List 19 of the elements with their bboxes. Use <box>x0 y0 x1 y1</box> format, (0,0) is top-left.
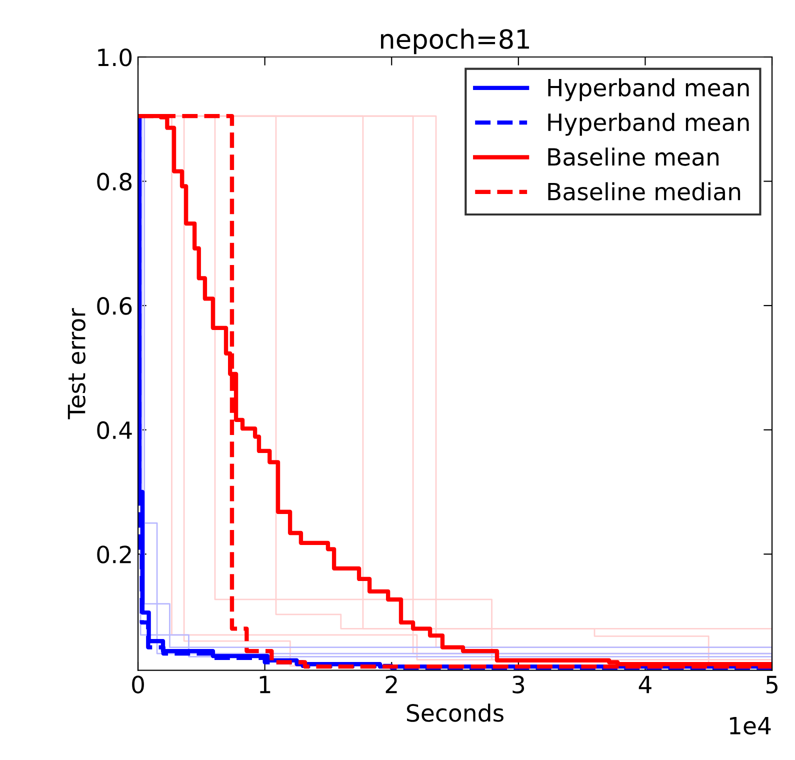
x-tick-label: 3 <box>512 676 524 694</box>
text: 1e4 <box>730 717 771 735</box>
y-tick-label: 0.2 <box>97 546 131 564</box>
x-tick-label: 5 <box>766 676 778 694</box>
legend-label: Baseline mean <box>548 148 719 166</box>
y-tick-label: 0.6 <box>97 297 132 315</box>
x-tick-label: 4 <box>638 676 652 694</box>
x-tick-label: 1 <box>260 676 270 694</box>
x-axis-title: Seconds <box>406 704 504 722</box>
chart-title: nepoch=81 <box>381 28 529 54</box>
y-axis-title: Test error <box>68 308 86 420</box>
legend-label: Hyperband mean <box>548 112 749 136</box>
x-tick-label: 2 <box>386 676 397 694</box>
y-tick-label: 0.8 <box>97 172 132 191</box>
legend-label: Baseline median <box>548 182 740 200</box>
y-tick-label: 0.4 <box>97 421 132 440</box>
y-tick-label: 1.0 <box>98 48 132 66</box>
x-tick-label: 0 <box>132 676 144 694</box>
legend-label: Hyperband mean <box>548 78 749 102</box>
